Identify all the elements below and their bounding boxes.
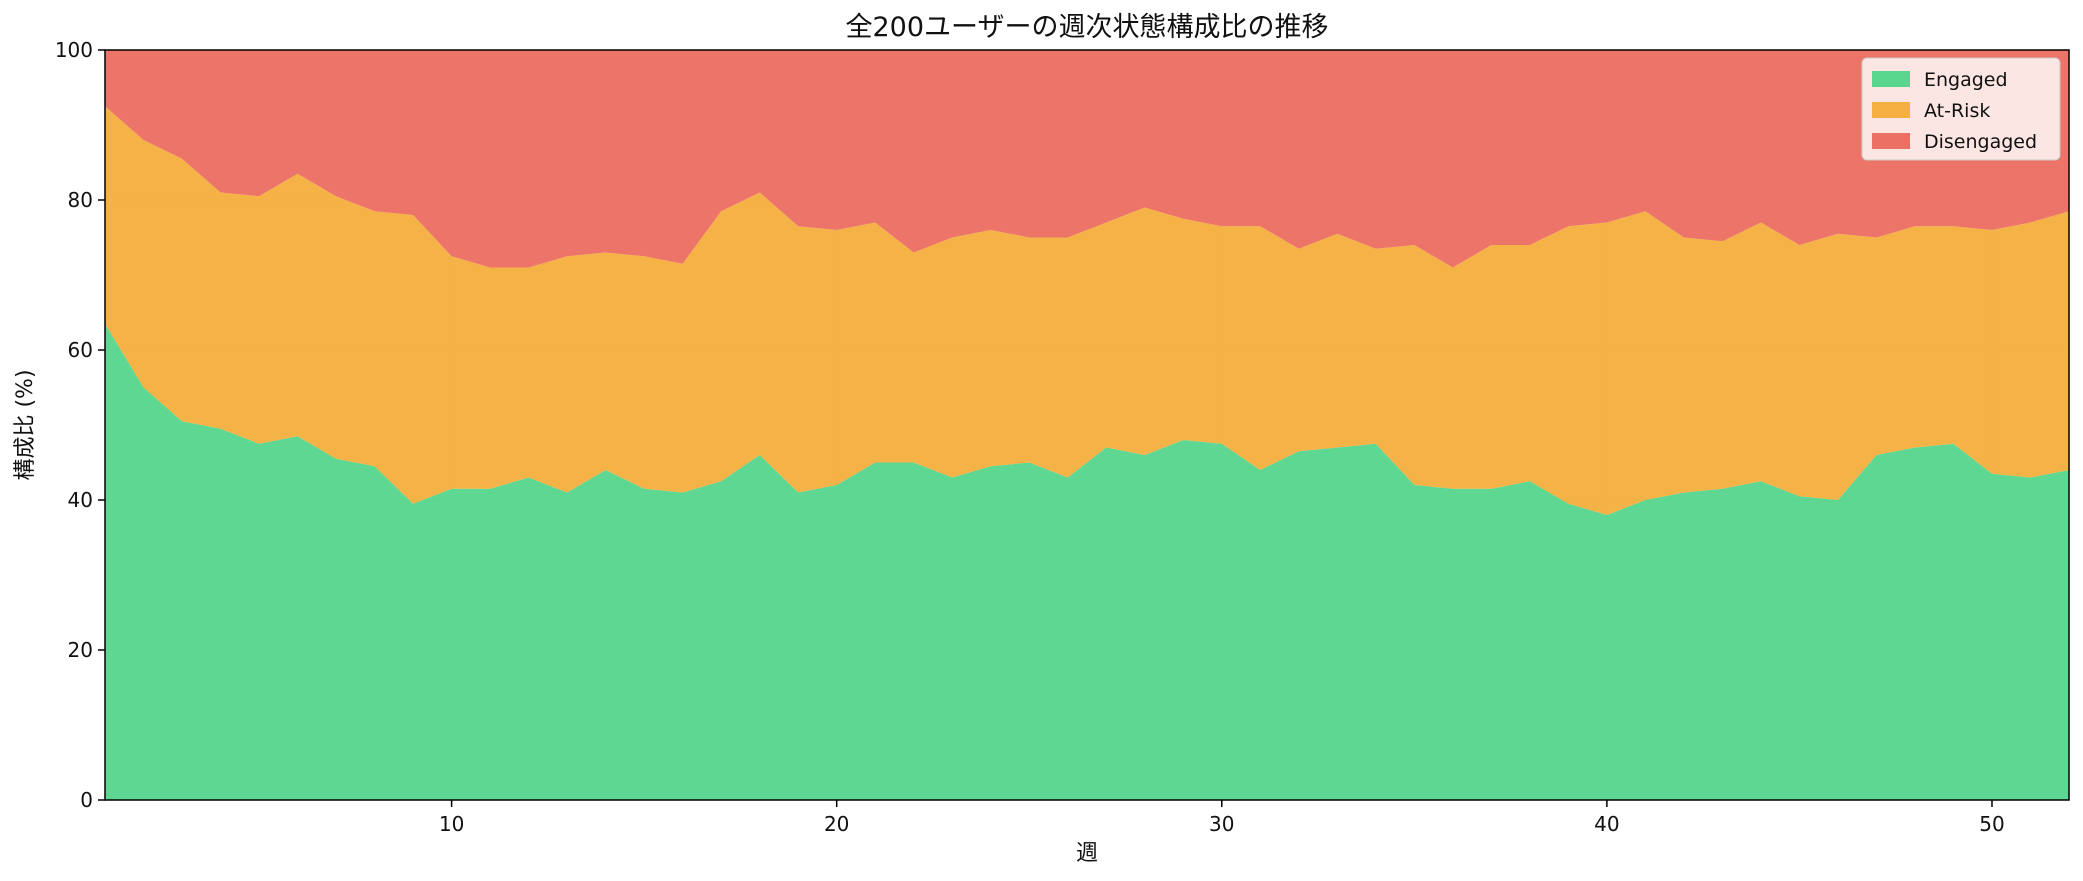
area-at-risk bbox=[105, 106, 2069, 515]
plot-frame bbox=[104, 49, 2070, 801]
legend-swatch bbox=[1872, 102, 1910, 118]
x-axis-ticks: 10 20 30 40 50 bbox=[439, 800, 2005, 836]
area-disengaged bbox=[105, 50, 2069, 268]
y-axis-label: 構成比 (%) bbox=[13, 369, 38, 480]
y-tick-label: 100 bbox=[55, 38, 93, 62]
y-tick-label: 60 bbox=[68, 338, 93, 362]
x-tick-label: 20 bbox=[824, 812, 849, 836]
legend-swatch bbox=[1872, 71, 1910, 87]
y-axis-ticks: 0 20 40 60 80 100 bbox=[55, 38, 105, 812]
x-tick-label: 10 bbox=[439, 812, 464, 836]
legend: Engaged At-Risk Disengaged bbox=[1861, 57, 2061, 161]
x-tick-label: 50 bbox=[1979, 812, 2004, 836]
area-series bbox=[105, 50, 2069, 800]
legend-label: Disengaged bbox=[1924, 131, 2037, 153]
y-tick-label: 80 bbox=[68, 188, 93, 212]
legend-swatch bbox=[1872, 133, 1910, 149]
chart-title: 全200ユーザーの週次状態構成比の推移 bbox=[846, 12, 1329, 43]
legend-box bbox=[1861, 57, 2061, 161]
legend-label: At-Risk bbox=[1924, 100, 1990, 122]
x-tick-label: 30 bbox=[1209, 812, 1234, 836]
y-tick-label: 0 bbox=[80, 788, 93, 812]
x-axis-label: 週 bbox=[1076, 841, 1098, 866]
y-tick-label: 20 bbox=[68, 638, 93, 662]
legend-label: Engaged bbox=[1924, 69, 2008, 91]
x-tick-label: 40 bbox=[1594, 812, 1619, 836]
area-engaged bbox=[105, 323, 2069, 800]
y-tick-label: 40 bbox=[68, 488, 93, 512]
